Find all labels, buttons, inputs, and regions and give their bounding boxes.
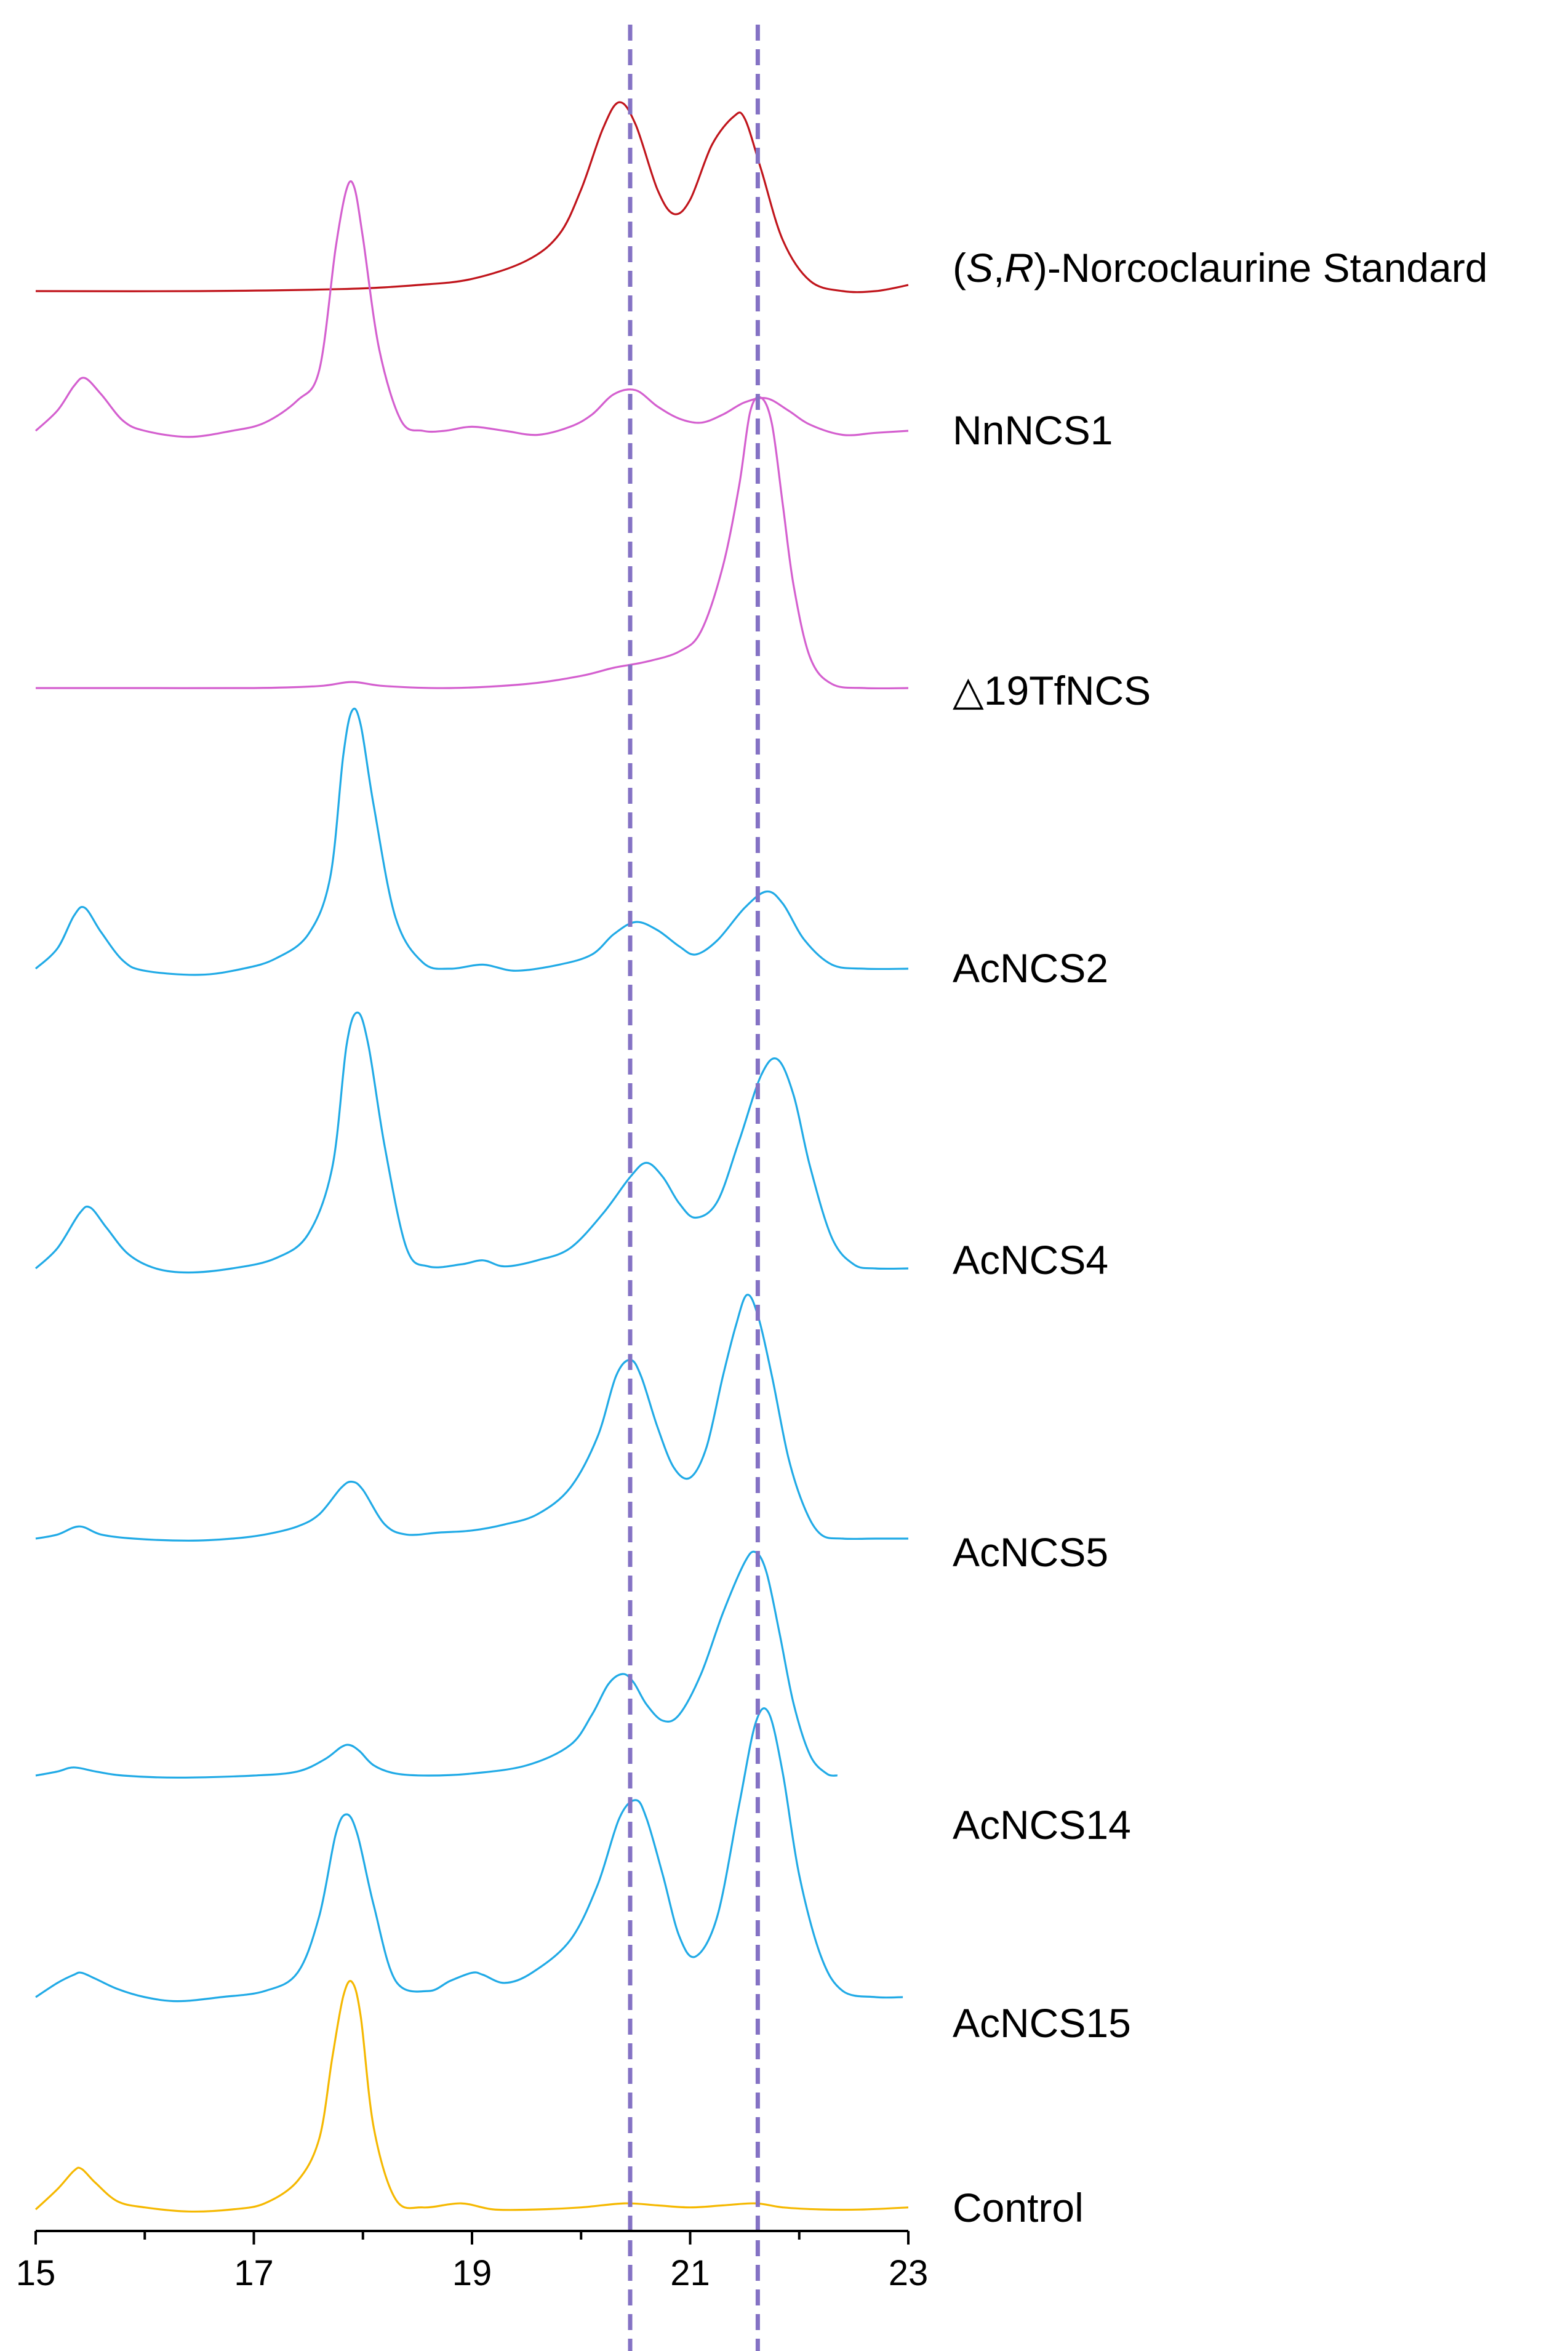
trace-6 <box>35 1294 909 1542</box>
trace-1 <box>35 101 909 294</box>
x-tick-label: 21 <box>670 2253 710 2293</box>
trace-3 <box>35 396 909 690</box>
trace-9 <box>34 1980 909 2213</box>
trace-label-6: AcNCS5 <box>953 1529 1108 1575</box>
trace-label-3: △19TfNCS <box>953 668 1151 713</box>
trace-label-1: (S,R)-Norcoclaurine Standard <box>953 245 1487 290</box>
trace-label-9: Control <box>953 2185 1084 2230</box>
trace-label-8: AcNCS15 <box>953 2000 1131 2046</box>
trace-label-4: AcNCS2 <box>953 945 1108 991</box>
trace-label-2: NnNCS1 <box>953 407 1113 453</box>
reference-lines <box>628 25 760 2351</box>
x-tick-label: 17 <box>234 2253 274 2293</box>
x-axis: 15 17 19 21 23 <box>16 2230 929 2293</box>
x-tick-label: 19 <box>452 2253 492 2293</box>
trace-label-7: AcNCS14 <box>953 1802 1131 1848</box>
trace-5 <box>34 1011 909 1274</box>
x-tick-label: 23 <box>889 2253 929 2293</box>
x-tick-label: 15 <box>16 2253 56 2293</box>
trace-2 <box>34 180 909 438</box>
trace-labels: (S,R)-Norcoclaurine Standard NnNCS1 △19TfN… <box>953 245 1487 2230</box>
trace-8 <box>35 1707 903 2003</box>
trace-label-5: AcNCS4 <box>953 1237 1108 1283</box>
trace-7 <box>35 1550 838 1779</box>
trace-4 <box>34 707 909 976</box>
trace-layer <box>34 101 909 2213</box>
